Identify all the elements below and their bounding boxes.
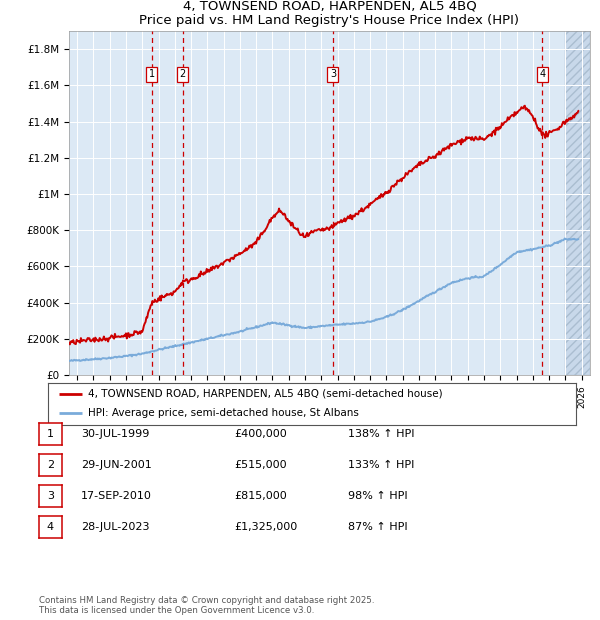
Text: £1,325,000: £1,325,000 <box>234 522 297 532</box>
Text: HPI: Average price, semi-detached house, St Albans: HPI: Average price, semi-detached house,… <box>88 409 358 419</box>
Text: 2: 2 <box>179 69 186 79</box>
Text: 4: 4 <box>539 69 545 79</box>
Text: 17-SEP-2010: 17-SEP-2010 <box>81 491 152 501</box>
Text: Contains HM Land Registry data © Crown copyright and database right 2025.
This d: Contains HM Land Registry data © Crown c… <box>39 596 374 615</box>
Text: 4: 4 <box>47 522 54 532</box>
Text: 98% ↑ HPI: 98% ↑ HPI <box>348 491 407 501</box>
Text: 1: 1 <box>47 429 54 439</box>
Text: £815,000: £815,000 <box>234 491 287 501</box>
Text: 3: 3 <box>330 69 336 79</box>
Bar <box>565 31 590 375</box>
Text: 133% ↑ HPI: 133% ↑ HPI <box>348 460 415 470</box>
Title: 4, TOWNSEND ROAD, HARPENDEN, AL5 4BQ
Price paid vs. HM Land Registry's House Pri: 4, TOWNSEND ROAD, HARPENDEN, AL5 4BQ Pri… <box>139 0 520 27</box>
Text: 87% ↑ HPI: 87% ↑ HPI <box>348 522 407 532</box>
Text: 28-JUL-2023: 28-JUL-2023 <box>81 522 149 532</box>
Text: 4, TOWNSEND ROAD, HARPENDEN, AL5 4BQ (semi-detached house): 4, TOWNSEND ROAD, HARPENDEN, AL5 4BQ (se… <box>88 389 442 399</box>
Text: 29-JUN-2001: 29-JUN-2001 <box>81 460 152 470</box>
Text: £400,000: £400,000 <box>234 429 287 439</box>
Text: 2: 2 <box>47 460 54 470</box>
Text: £515,000: £515,000 <box>234 460 287 470</box>
Text: 138% ↑ HPI: 138% ↑ HPI <box>348 429 415 439</box>
Text: 3: 3 <box>47 491 54 501</box>
Text: 1: 1 <box>149 69 155 79</box>
Text: 30-JUL-1999: 30-JUL-1999 <box>81 429 149 439</box>
